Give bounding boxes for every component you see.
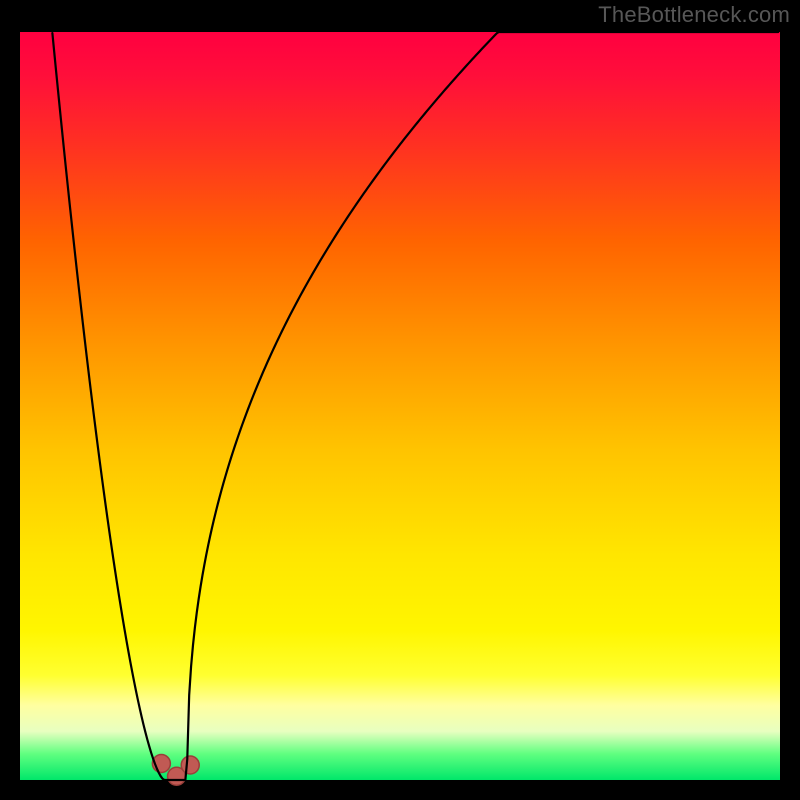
watermark-text: TheBottleneck.com bbox=[598, 2, 790, 28]
stage: TheBottleneck.com bbox=[0, 0, 800, 800]
curve-min-dot bbox=[181, 756, 199, 774]
chart-layer bbox=[0, 0, 800, 800]
bottleneck-curve bbox=[52, 32, 778, 780]
